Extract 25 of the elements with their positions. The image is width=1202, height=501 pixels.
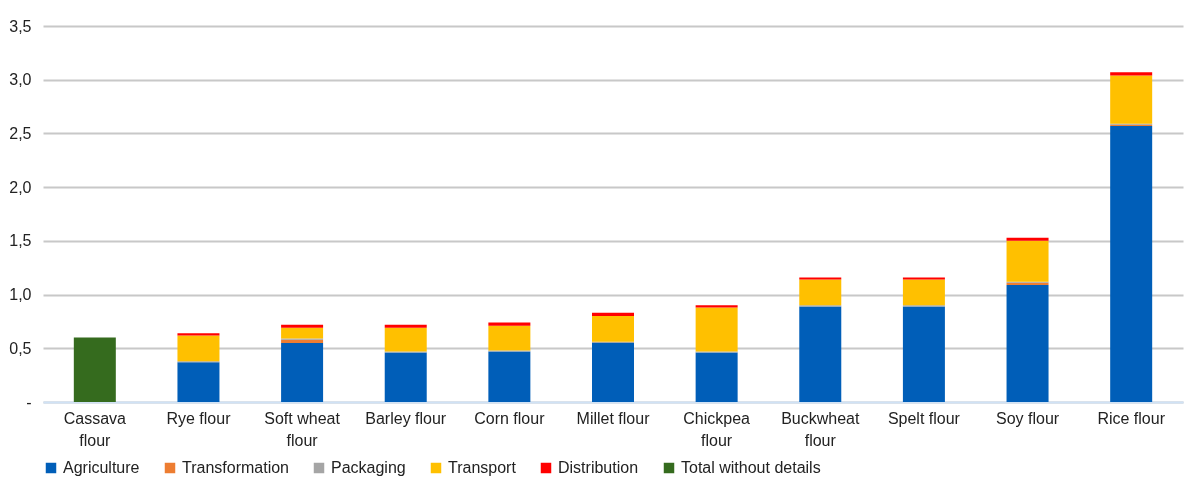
x-tick-label: Spelt flour — [887, 409, 961, 427]
x-tick-label: Cassava flour — [63, 409, 127, 449]
x-tick-label: Rye flour — [166, 409, 232, 427]
x-tick-label: Corn flour — [474, 409, 546, 427]
legend-label: Transformation — [182, 459, 289, 476]
x-tick-label: Rice flour — [1097, 409, 1166, 427]
x-tick-label: Barley flour — [365, 409, 447, 427]
x-tick-label: Buckwheat flour — [781, 409, 860, 449]
y-tick-label: 1,5 — [9, 232, 32, 250]
x-tick-label: Chickpea flour — [683, 409, 751, 449]
y-tick-label: 2,5 — [9, 124, 32, 142]
y-tick-label: 1,0 — [9, 286, 32, 304]
y-tick-label: 3,0 — [9, 71, 32, 89]
legend-label: Transport — [448, 459, 517, 476]
y-tick-label: - — [26, 393, 32, 411]
y-tick-label: 3,5 — [9, 17, 32, 35]
legend-label: Packaging — [331, 459, 406, 476]
legend-label: Total without details — [681, 459, 821, 476]
legend-label: Distribution — [558, 459, 639, 476]
legend-label: Agriculture — [63, 459, 140, 476]
x-tick-label: Soy flour — [995, 409, 1060, 427]
x-tick-label: Millet flour — [576, 409, 651, 427]
y-tick-label: 0,5 — [9, 339, 32, 357]
y-tick-label: 2,0 — [9, 178, 32, 196]
x-tick-label: Soft wheat flour — [264, 409, 341, 449]
